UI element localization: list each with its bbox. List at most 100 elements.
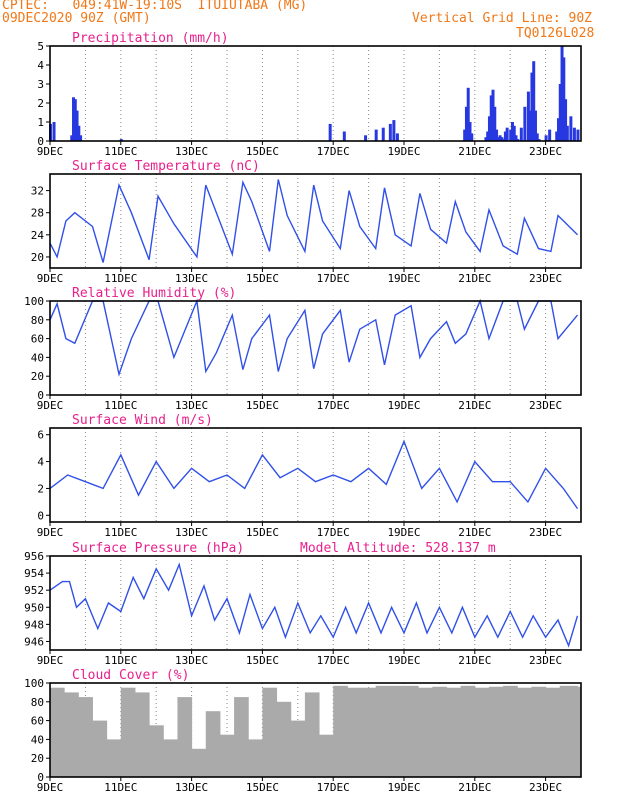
- precip-bar: [505, 127, 509, 141]
- x-tick-label: 23DEC: [529, 399, 562, 412]
- precip-bar: [75, 110, 79, 141]
- y-tick-label: 0: [37, 771, 44, 784]
- x-tick-label: 23DEC: [529, 145, 562, 158]
- x-tick-label: 11DEC: [104, 272, 137, 285]
- precip-bar: [548, 129, 552, 141]
- precip-bar: [560, 46, 564, 141]
- y-tick-label: 100: [24, 677, 44, 690]
- x-tick-label: 23DEC: [529, 781, 562, 794]
- y-tick-label: 60: [31, 333, 44, 346]
- precip-bar: [516, 139, 520, 141]
- x-tick-label: 9DEC: [37, 654, 64, 667]
- cloud-cover-bar: [559, 685, 578, 777]
- cloud-cover-bar: [134, 692, 150, 777]
- precip-bar: [555, 131, 559, 141]
- series-line-pres: [49, 562, 579, 648]
- precip-bar: [464, 106, 468, 141]
- panel-temp: 20 24 28 32 9DEC 11DEC 13DEC 15DEC 17DEC 19DEC 21D…: [31, 159, 582, 285]
- x-tick-label: 13DEC: [175, 399, 208, 412]
- panel-frame: [49, 45, 582, 142]
- precip-bar: [569, 116, 573, 141]
- cloud-cover-bar: [304, 692, 320, 777]
- precip-bar: [510, 122, 514, 141]
- panel-title-temp: Surface Temperature (nC): [72, 159, 260, 174]
- y-tick-label: 2: [37, 97, 44, 110]
- cloud-cover-bar: [333, 685, 348, 777]
- y-tick-label: 80: [31, 696, 44, 709]
- precip-bar: [328, 123, 332, 141]
- x-tick-label: 19DEC: [387, 272, 420, 285]
- x-tick-label: 19DEC: [387, 526, 420, 539]
- series-line-temp: [49, 179, 578, 263]
- y-tick-label: 946: [24, 635, 44, 648]
- series-line-rh: [49, 298, 579, 377]
- precip-bar: [388, 123, 392, 141]
- precip-bar: [519, 127, 523, 141]
- cloud-cover-bar: [319, 734, 334, 777]
- x-tick-label: 21DEC: [458, 526, 491, 539]
- y-tick-label: 4: [37, 456, 44, 469]
- precip-bar: [556, 118, 560, 141]
- y-tick-label: 40: [31, 733, 44, 746]
- y-tick-label: 20: [31, 251, 44, 264]
- precip-bar: [364, 135, 368, 141]
- panel-frame: [49, 682, 582, 778]
- precip-bar: [509, 129, 513, 141]
- y-tick-label: 28: [31, 207, 44, 220]
- precip-bar: [544, 135, 548, 141]
- panel-frame: [49, 173, 582, 269]
- precip-bar: [572, 127, 576, 141]
- precip-bar: [342, 131, 346, 141]
- cloud-cover-bar: [404, 685, 419, 777]
- precip-bar: [374, 129, 378, 141]
- y-tick-label: 0: [37, 389, 44, 402]
- vertical-grid-note: Vertical Grid Line: 90Z: [412, 11, 593, 26]
- x-tick-label: 17DEC: [317, 654, 350, 667]
- cloud-cover-bar: [262, 687, 278, 777]
- precip-bar: [526, 91, 530, 141]
- x-tick-label: 21DEC: [458, 145, 491, 158]
- cloud-cover-bar: [191, 748, 207, 777]
- y-tick-label: 24: [31, 229, 45, 242]
- cloud-cover-bar: [78, 697, 93, 777]
- panel-title-cloud: Cloud Cover (%): [72, 668, 189, 683]
- x-tick-label: 13DEC: [175, 781, 208, 794]
- precip-bar: [70, 135, 74, 141]
- precip-bar: [530, 72, 534, 141]
- precip-bar: [514, 135, 518, 141]
- precip-bar: [486, 131, 490, 141]
- cloud-cover-bar: [219, 734, 235, 777]
- precip-bar: [395, 133, 399, 141]
- panel-frame: [49, 300, 582, 396]
- precip-bar: [564, 99, 568, 141]
- cloud-cover-bar: [290, 720, 306, 777]
- cloud-cover-bar: [149, 725, 164, 777]
- y-tick-label: 20: [31, 752, 44, 765]
- precip-bar: [537, 139, 541, 141]
- x-tick-label: 15DEC: [246, 399, 279, 412]
- panel-wind: 0 2 4 6 9DEC 11DEC 13DEC 15DEC 17DEC 19DEC 21DEC 23…: [37, 413, 582, 539]
- precip-bar: [52, 122, 56, 141]
- x-tick-label: 9DEC: [37, 399, 64, 412]
- x-tick-label: 9DEC: [37, 145, 64, 158]
- x-tick-label: 15DEC: [246, 145, 279, 158]
- cloud-cover-bar: [50, 687, 65, 777]
- precip-bar: [491, 89, 495, 141]
- y-tick-label: 40: [31, 351, 44, 364]
- cloud-cover-bar: [389, 685, 405, 777]
- precip-bar: [498, 135, 502, 141]
- y-tick-label: 952: [24, 584, 44, 597]
- cloud-cover-bar: [234, 697, 249, 777]
- panel-cloud: 0 20 40 60 80 100 9DEC 11DEC 13DEC 15DEC 17DEC 19DE…: [24, 668, 582, 794]
- y-tick-label: 0: [37, 509, 44, 522]
- x-tick-label: 19DEC: [387, 781, 420, 794]
- y-tick-label: 2: [37, 482, 44, 495]
- cloud-cover-bar: [106, 739, 122, 777]
- cloud-cover-bar: [205, 711, 221, 777]
- y-tick-label: 956: [24, 550, 44, 563]
- x-tick-label: 15DEC: [246, 781, 279, 794]
- y-tick-label: 954: [24, 567, 44, 580]
- cloud-cover-bar: [474, 687, 490, 777]
- x-tick-label: 9DEC: [37, 526, 64, 539]
- x-tick-label: 11DEC: [104, 654, 137, 667]
